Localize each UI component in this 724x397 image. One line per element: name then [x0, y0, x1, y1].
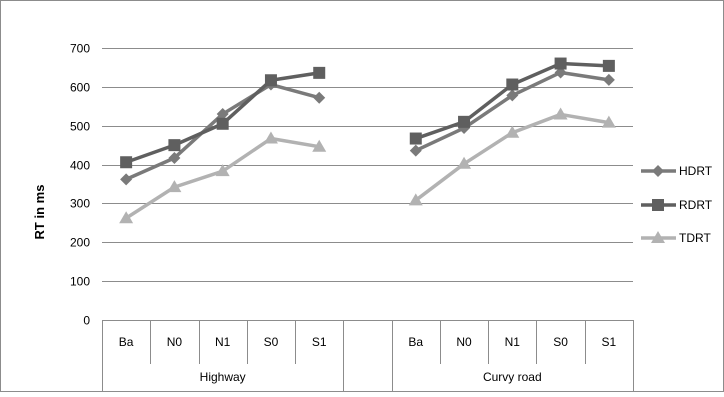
legend-tdrt-label: TDRT	[679, 231, 711, 245]
category-axis: Ba N0 N1 S0 S1 Highway Ba N0 N1 S0 S1 Curvy road	[102, 320, 634, 391]
rdrt-point	[216, 117, 229, 130]
legend-rdrt-label: RDRT	[679, 198, 713, 212]
legend: HDRT RDRT TDRT	[641, 164, 713, 245]
tdrt-point	[167, 180, 182, 193]
rdrt-point	[602, 59, 615, 72]
x-tick-label: Ba	[119, 335, 134, 349]
legend-rdrt-marker	[652, 199, 664, 211]
series-layer	[119, 57, 616, 224]
group-label: Curvy road	[483, 370, 542, 384]
x-tick-label: Ba	[408, 335, 423, 349]
y-tick-label: 200	[70, 236, 90, 250]
y-axis-title: RT in ms	[32, 185, 47, 240]
hdrt-point	[120, 173, 133, 186]
y-tick-label: 600	[70, 81, 90, 95]
tdrt-point	[263, 131, 278, 144]
rdrt-point	[168, 139, 181, 152]
x-tick-label: S1	[602, 335, 617, 349]
tdrt-point	[505, 125, 520, 138]
x-tick-label: S0	[553, 335, 568, 349]
tdrt-point	[215, 164, 230, 177]
hdrt-point	[168, 151, 181, 164]
legend-hdrt-label: HDRT	[679, 164, 713, 178]
tdrt-point	[408, 193, 423, 206]
legend-tdrt-marker	[651, 231, 665, 243]
tdrt-point	[601, 115, 616, 128]
hdrt-point	[602, 73, 615, 86]
y-tick-label: 0	[83, 314, 90, 328]
x-tick-label: N0	[167, 335, 183, 349]
hdrt-point	[216, 108, 229, 121]
group-label: Highway	[200, 370, 246, 384]
tdrt-point	[119, 211, 134, 224]
rdrt-point	[506, 78, 519, 91]
y-axis-ticks: 0 100 200 300 400 500 600 700	[70, 42, 90, 328]
rdrt-point	[264, 74, 277, 87]
hdrt-point	[313, 91, 326, 104]
x-tick-label: N1	[505, 335, 521, 349]
hdrt-point	[409, 144, 422, 157]
rdrt-point	[554, 57, 567, 70]
tdrt-point	[457, 156, 472, 169]
tdrt-point	[553, 107, 568, 120]
y-tick-label: 500	[70, 120, 90, 134]
rdrt-point	[409, 132, 422, 145]
hdrt-point	[506, 89, 519, 102]
y-tick-label: 100	[70, 275, 90, 289]
x-tick-label: S0	[264, 335, 279, 349]
rdrt-point	[120, 156, 133, 169]
x-tick-label: S1	[312, 335, 327, 349]
y-tick-label: 700	[70, 42, 90, 56]
gridlines	[102, 48, 633, 321]
tdrt-point	[312, 139, 327, 152]
y-tick-label: 300	[70, 197, 90, 211]
legend-hdrt-marker	[652, 165, 664, 177]
x-tick-label: N0	[456, 335, 472, 349]
x-tick-label: N1	[215, 335, 231, 349]
rdrt-point	[458, 115, 471, 128]
rdrt-point	[313, 66, 326, 79]
y-tick-label: 400	[70, 159, 90, 173]
